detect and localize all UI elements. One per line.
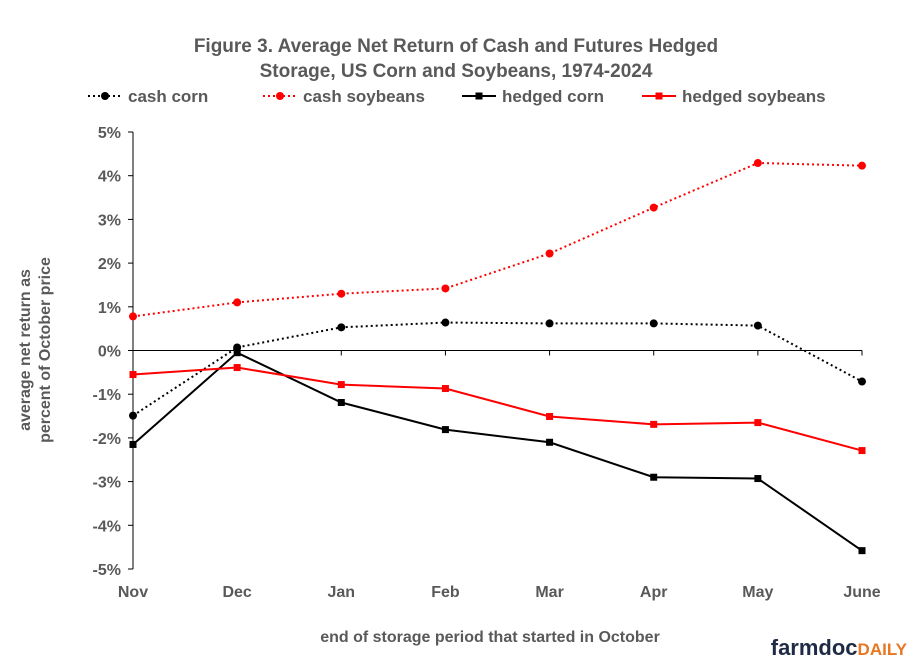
x-axis-label: end of storage period that started in Oc…	[320, 629, 660, 646]
data-point	[337, 289, 346, 298]
y-tick-label: 0%	[98, 344, 121, 361]
x-tick-label: June	[843, 584, 880, 601]
data-point	[129, 440, 137, 448]
data-point	[441, 318, 450, 327]
series-cash-corn	[129, 318, 866, 420]
y-tick-label: 4%	[98, 169, 121, 186]
legend-marker	[101, 92, 109, 100]
y-tick-label: -4%	[93, 518, 121, 535]
series-group	[129, 159, 866, 555]
x-tick-label: Feb	[431, 584, 460, 601]
legend-label: cash soybeans	[303, 87, 425, 106]
legend-item: cash corn	[88, 87, 208, 106]
y-tick-label: 2%	[98, 256, 121, 273]
legend-marker	[475, 92, 483, 100]
data-point	[233, 298, 242, 307]
data-point	[753, 321, 762, 330]
data-point	[546, 412, 554, 420]
chart-title-line1: Figure 3. Average Net Return of Cash and…	[194, 36, 718, 57]
y-tick-label: -3%	[93, 475, 121, 492]
legend-item: cash soybeans	[263, 87, 425, 106]
x-tick-label: Nov	[118, 584, 148, 601]
data-point	[858, 161, 866, 170]
legend-marker	[276, 92, 284, 100]
data-point	[649, 203, 658, 212]
x-tick-label: Apr	[640, 584, 668, 601]
farmdoc-logo: farmdocDAILY	[771, 635, 908, 660]
x-tick-label: May	[742, 584, 773, 601]
data-point	[649, 319, 658, 328]
legend-item: hedged corn	[462, 87, 604, 106]
series-cash-soybeans	[129, 159, 866, 321]
data-point	[650, 420, 658, 428]
y-axis-label-line2: percent of October price	[37, 257, 54, 443]
chart-title-line2: Storage, US Corn and Soybeans, 1974-2024	[260, 61, 653, 82]
series-hedged-corn	[129, 349, 866, 555]
y-tick-label: -2%	[93, 431, 121, 448]
y-tick-label: -1%	[93, 387, 121, 404]
data-point	[129, 371, 137, 379]
series-hedged-soybeans	[129, 364, 866, 455]
data-point	[129, 411, 137, 420]
data-point	[337, 381, 345, 389]
legend-marker	[655, 92, 663, 100]
data-point	[858, 377, 866, 386]
data-point	[858, 547, 866, 555]
series-line	[132, 366, 863, 452]
axes: 5% 4% 3% 2% 1% 0% -1% -2% -3% -4% -5% Nov Dec Jan Feb M…	[93, 125, 881, 601]
y-tick-label: -5%	[93, 562, 121, 579]
data-point	[858, 447, 866, 455]
data-point	[441, 385, 449, 393]
data-point	[129, 312, 137, 321]
data-point	[753, 159, 762, 168]
series-line	[132, 321, 863, 417]
data-point	[545, 319, 554, 328]
data-point	[233, 364, 241, 372]
legend-label: hedged corn	[502, 87, 604, 106]
x-tick-label: Mar	[535, 584, 563, 601]
data-point	[441, 426, 449, 434]
legend-label: hedged soybeans	[682, 87, 826, 106]
y-tick-label: 5%	[98, 125, 121, 142]
x-tick-label: Dec	[222, 584, 251, 601]
legend: cash corn cash soybeans hedged corn hedged …	[88, 87, 826, 106]
data-point	[754, 419, 762, 427]
legend-label: cash corn	[128, 87, 208, 106]
data-point	[545, 249, 554, 258]
legend-item: hedged soybeans	[642, 87, 826, 106]
data-point	[546, 438, 554, 446]
data-point	[233, 349, 241, 357]
data-point	[650, 473, 658, 481]
data-point	[337, 323, 346, 332]
data-point	[337, 399, 345, 407]
y-axis-label-line1: average net return as	[17, 269, 34, 431]
y-tick-label: 1%	[98, 300, 121, 317]
data-point	[754, 475, 762, 483]
series-line	[132, 351, 863, 552]
x-tick-label: Jan	[327, 584, 355, 601]
y-tick-label: 3%	[98, 212, 121, 229]
data-point	[441, 284, 450, 293]
series-line	[132, 162, 863, 318]
